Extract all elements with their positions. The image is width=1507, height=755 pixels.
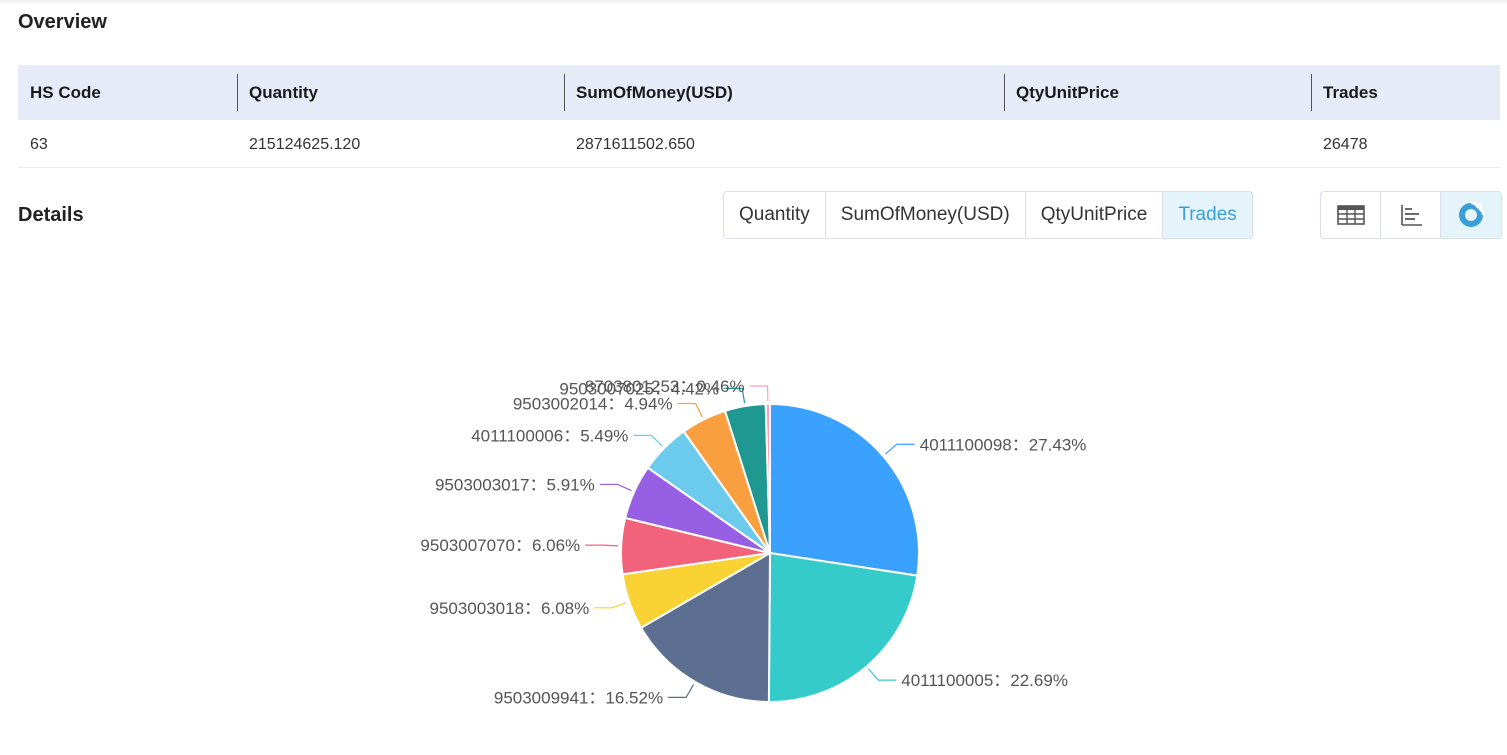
- tab-sum-of-money[interactable]: SumOfMoney(USD): [826, 192, 1026, 238]
- cell-qty-unit-price: [1004, 120, 1311, 167]
- header-hs-code: HS Code: [30, 82, 101, 102]
- pie-leader-line: [749, 385, 769, 402]
- pie-slice-4011100005[interactable]: [767, 551, 919, 703]
- header-qty-unit-price: QtyUnitPrice: [1004, 65, 1311, 120]
- cell-trades: 26478: [1323, 135, 1368, 153]
- overview-title: Overview: [18, 11, 107, 33]
- overview-table: HS Code Quantity SumOfMoney(USD) QtyUnit…: [18, 65, 1500, 168]
- tab-qty-unit-price[interactable]: QtyUnitPrice: [1026, 192, 1164, 238]
- pie-leader-line: [585, 544, 619, 547]
- pie-leader-line: [724, 387, 746, 404]
- cell-hs-code: 63: [30, 135, 48, 153]
- bar-chart-view-icon: [1400, 205, 1422, 226]
- cell-quantity: 215124625.120: [249, 135, 361, 153]
- pie-label-9503002014: 9503002014：4.94%: [513, 394, 673, 413]
- pie-label-9503003018: 9503003018：6.08%: [429, 599, 589, 618]
- view-switcher: [1320, 191, 1502, 239]
- pie-leader-line: [868, 668, 897, 681]
- pie-slice-4011100098[interactable]: [769, 402, 920, 577]
- pie-label-8703801253: 8703801253：0.46%: [585, 377, 745, 396]
- pie-leader-line: [677, 402, 703, 418]
- header-sum-of-money: SumOfMoney(USD): [564, 65, 1004, 120]
- pie-leader-line: [599, 483, 632, 492]
- metric-tabs: Quantity SumOfMoney(USD) QtyUnitPrice Tr…: [723, 191, 1253, 239]
- pie-chart-view-icon: [1459, 201, 1485, 227]
- pie-label-4011100006: 4011100006：5.49%: [471, 426, 628, 445]
- tab-quantity[interactable]: Quantity: [724, 192, 826, 238]
- pie-leader-line: [594, 602, 627, 609]
- pie-label-9503007025: 9503007025：4.42%: [559, 379, 719, 398]
- header-quantity: Quantity: [237, 65, 564, 120]
- pie-leader-line: [884, 443, 915, 455]
- cell-sum-of-money: 2871611502.650: [576, 135, 695, 153]
- header-trades: Trades: [1311, 65, 1500, 120]
- top-divider: [0, 0, 1507, 3]
- pie-leader-line: [668, 684, 695, 698]
- tab-trades[interactable]: Trades: [1163, 192, 1252, 238]
- pie-label-4011100005: 4011100005：22.69%: [901, 671, 1068, 690]
- details-title: Details: [18, 204, 84, 226]
- pie-label-9503003017: 9503003017：5.91%: [435, 475, 595, 494]
- table-row: 63 215124625.120 2871611502.650 26478: [18, 120, 1500, 168]
- pie-label-4011100098: 4011100098：27.43%: [920, 435, 1087, 454]
- table-view-button[interactable]: [1321, 192, 1381, 238]
- pie-chart: 4011100098：27.43% 4011100005：22.69% 950300…: [420, 377, 1087, 707]
- overview-table-header: HS Code Quantity SumOfMoney(USD) QtyUnit…: [18, 65, 1500, 120]
- table-view-icon: [1336, 205, 1365, 225]
- pie-slice-8703801253[interactable]: [764, 402, 771, 554]
- pie-chart-view-button[interactable]: [1441, 192, 1501, 238]
- pie-slice-9503009941[interactable]: [639, 551, 772, 704]
- pie-leader-line: [633, 434, 663, 447]
- pie-label-9503007070: 9503007070：6.06%: [420, 536, 580, 555]
- pie-label-9503009941: 9503009941：16.52%: [494, 688, 663, 707]
- bar-chart-view-button[interactable]: [1381, 192, 1441, 238]
